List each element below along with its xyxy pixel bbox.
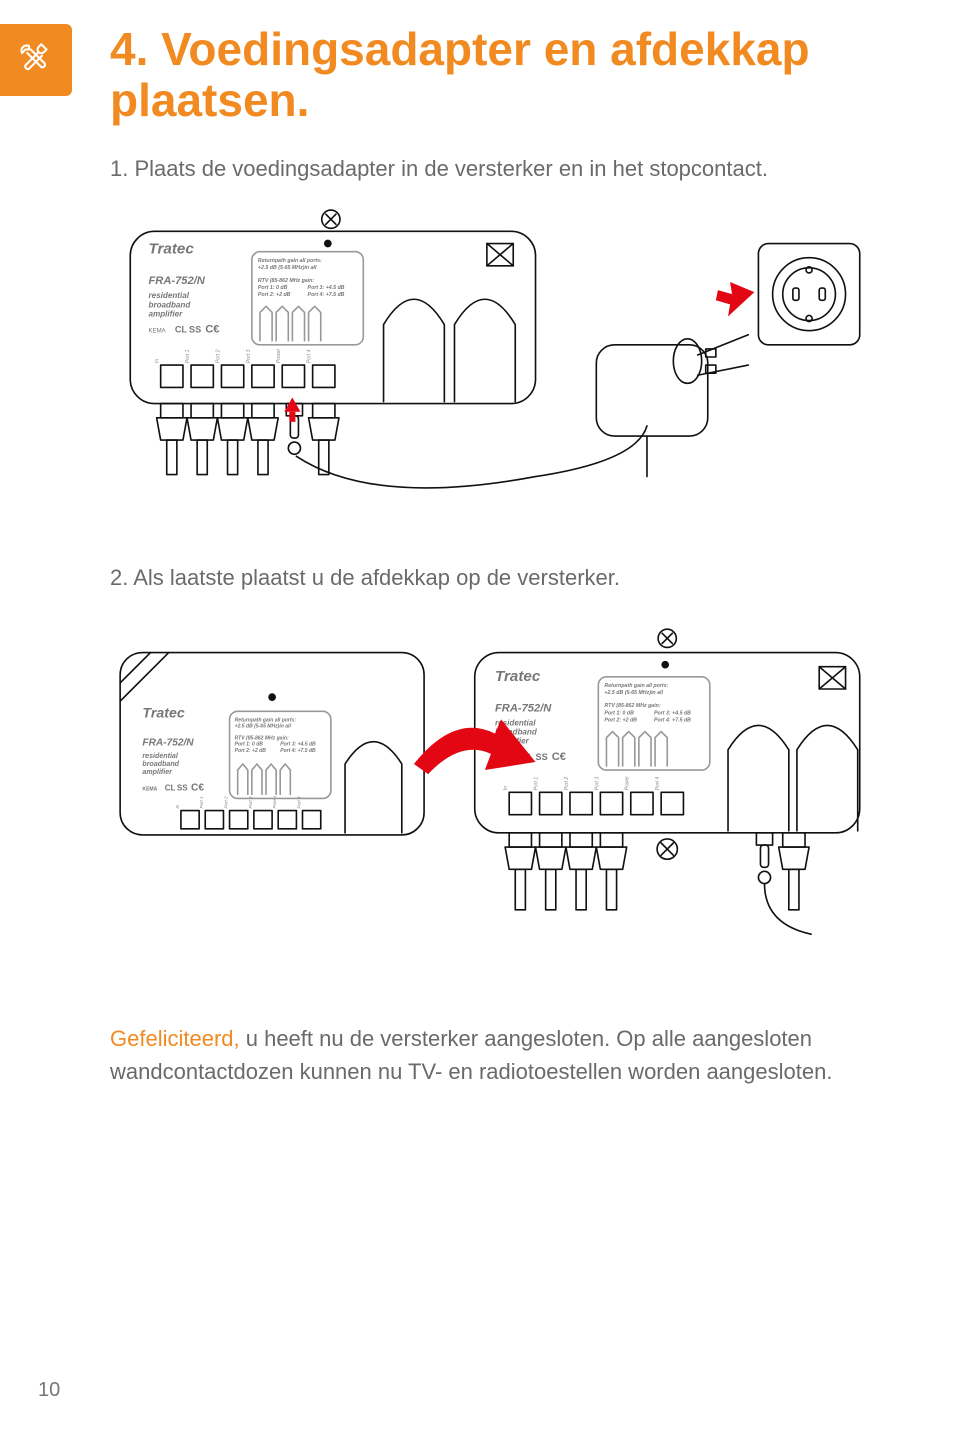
figure-1: Tratec FRA-752/N residential broadband a…: [110, 203, 880, 522]
svg-text:Port 4: +7.5 dB: Port 4: +7.5 dB: [308, 292, 345, 298]
svg-text:Port 3: +4.5 dB: Port 3: +4.5 dB: [654, 710, 691, 716]
svg-text:Power: Power: [272, 795, 277, 808]
svg-text:Port 4: +7.5 dB: Port 4: +7.5 dB: [280, 748, 316, 754]
svg-text:broadband: broadband: [142, 760, 179, 768]
congrats-text: Gefeliciteerd, u heeft nu de versterker …: [110, 1022, 880, 1088]
svg-text:Port 2: Port 2: [564, 777, 570, 791]
svg-text:C€: C€: [552, 751, 566, 763]
svg-text:Port 4: Port 4: [307, 349, 313, 363]
svg-text:amplifier: amplifier: [149, 310, 184, 319]
svg-text:In: In: [175, 804, 180, 808]
svg-text:FRA-752/N: FRA-752/N: [149, 275, 206, 287]
svg-text:Port 2: Port 2: [215, 349, 221, 363]
svg-text:C€: C€: [191, 782, 204, 793]
svg-text:Tratec: Tratec: [495, 668, 541, 685]
svg-text:residential: residential: [142, 752, 178, 760]
svg-text:RTV (85-862 MHz gain:: RTV (85-862 MHz gain:: [258, 278, 314, 284]
tools-icon: [15, 39, 57, 81]
svg-text:Port 2: +2 dB: Port 2: +2 dB: [604, 717, 637, 723]
section-icon-tab: [0, 24, 72, 96]
svg-text:Port 4: Port 4: [655, 777, 661, 791]
svg-text:Power: Power: [625, 776, 631, 791]
svg-text:+2.5 dB (5-65 MHz)in all: +2.5 dB (5-65 MHz)in all: [235, 724, 292, 730]
svg-text:SS: SS: [536, 752, 548, 762]
svg-text:CL: CL: [165, 783, 176, 792]
svg-text:In: In: [155, 359, 161, 363]
svg-text:In: In: [503, 786, 509, 790]
svg-text:Port 1: Port 1: [534, 777, 540, 791]
svg-text:Port 2: +2 dB: Port 2: +2 dB: [235, 748, 267, 754]
svg-text:Port 3: +4.5 dB: Port 3: +4.5 dB: [308, 285, 345, 291]
congrats-highlight: Gefeliciteerd,: [110, 1026, 240, 1051]
svg-text:Port 1: Port 1: [185, 349, 191, 363]
svg-text:Port 4: +7.5 dB: Port 4: +7.5 dB: [654, 717, 691, 723]
svg-text:FRA-752/N: FRA-752/N: [495, 702, 552, 714]
svg-text:Port 3: Port 3: [248, 796, 253, 809]
svg-text:Port 3: Port 3: [594, 777, 600, 791]
step-2-text: 2. Als laatste plaatst u de afdekkap op …: [110, 562, 880, 594]
svg-text:broadband: broadband: [149, 300, 192, 309]
svg-text:Tratec: Tratec: [149, 241, 195, 258]
svg-text:residential: residential: [149, 291, 190, 300]
svg-text:Port 1: Port 1: [199, 796, 204, 809]
svg-text:KEMA: KEMA: [142, 786, 157, 792]
svg-text:SS: SS: [189, 325, 201, 335]
svg-text:Port 3: Port 3: [246, 349, 252, 363]
svg-text:FRA-752/N: FRA-752/N: [142, 738, 194, 749]
svg-text:KEMA: KEMA: [149, 329, 167, 335]
page-title: 4. Voedingsadapter en afdekkap plaatsen.: [110, 24, 880, 125]
svg-text:Port 1: 0 dB: Port 1: 0 dB: [258, 285, 288, 291]
svg-text:Port 2: +2 dB: Port 2: +2 dB: [258, 292, 291, 298]
svg-text:SS: SS: [177, 783, 188, 792]
svg-text:C€: C€: [205, 324, 219, 336]
svg-text:Port 1: 0 dB: Port 1: 0 dB: [604, 710, 634, 716]
svg-text:amplifier: amplifier: [142, 768, 173, 776]
svg-text:+2.5 dB (5-65 MHz)in all: +2.5 dB (5-65 MHz)in all: [604, 690, 663, 696]
svg-text:Returnpath gain all ports:: Returnpath gain all ports:: [258, 258, 322, 264]
svg-text:+2.5 dB (5-65 MHz)in all: +2.5 dB (5-65 MHz)in all: [258, 265, 317, 271]
svg-text:RTV (85-862 MHz gain:: RTV (85-862 MHz gain:: [604, 703, 660, 709]
svg-text:Port 2: Port 2: [224, 796, 229, 809]
figure-2: Tratec FRA-752/N residential broadband a…: [110, 612, 880, 982]
svg-text:Power: Power: [276, 349, 282, 364]
page-content: 4. Voedingsadapter en afdekkap plaatsen.…: [110, 24, 880, 1088]
step-1-text: 1. Plaats de voedingsadapter in de verst…: [110, 153, 880, 185]
svg-text:Tratec: Tratec: [142, 705, 184, 721]
svg-text:Port 4: Port 4: [296, 796, 301, 809]
svg-text:Returnpath gain all ports:: Returnpath gain all ports:: [604, 683, 668, 689]
page-number: 10: [38, 1379, 60, 1402]
svg-text:CL: CL: [175, 325, 188, 335]
